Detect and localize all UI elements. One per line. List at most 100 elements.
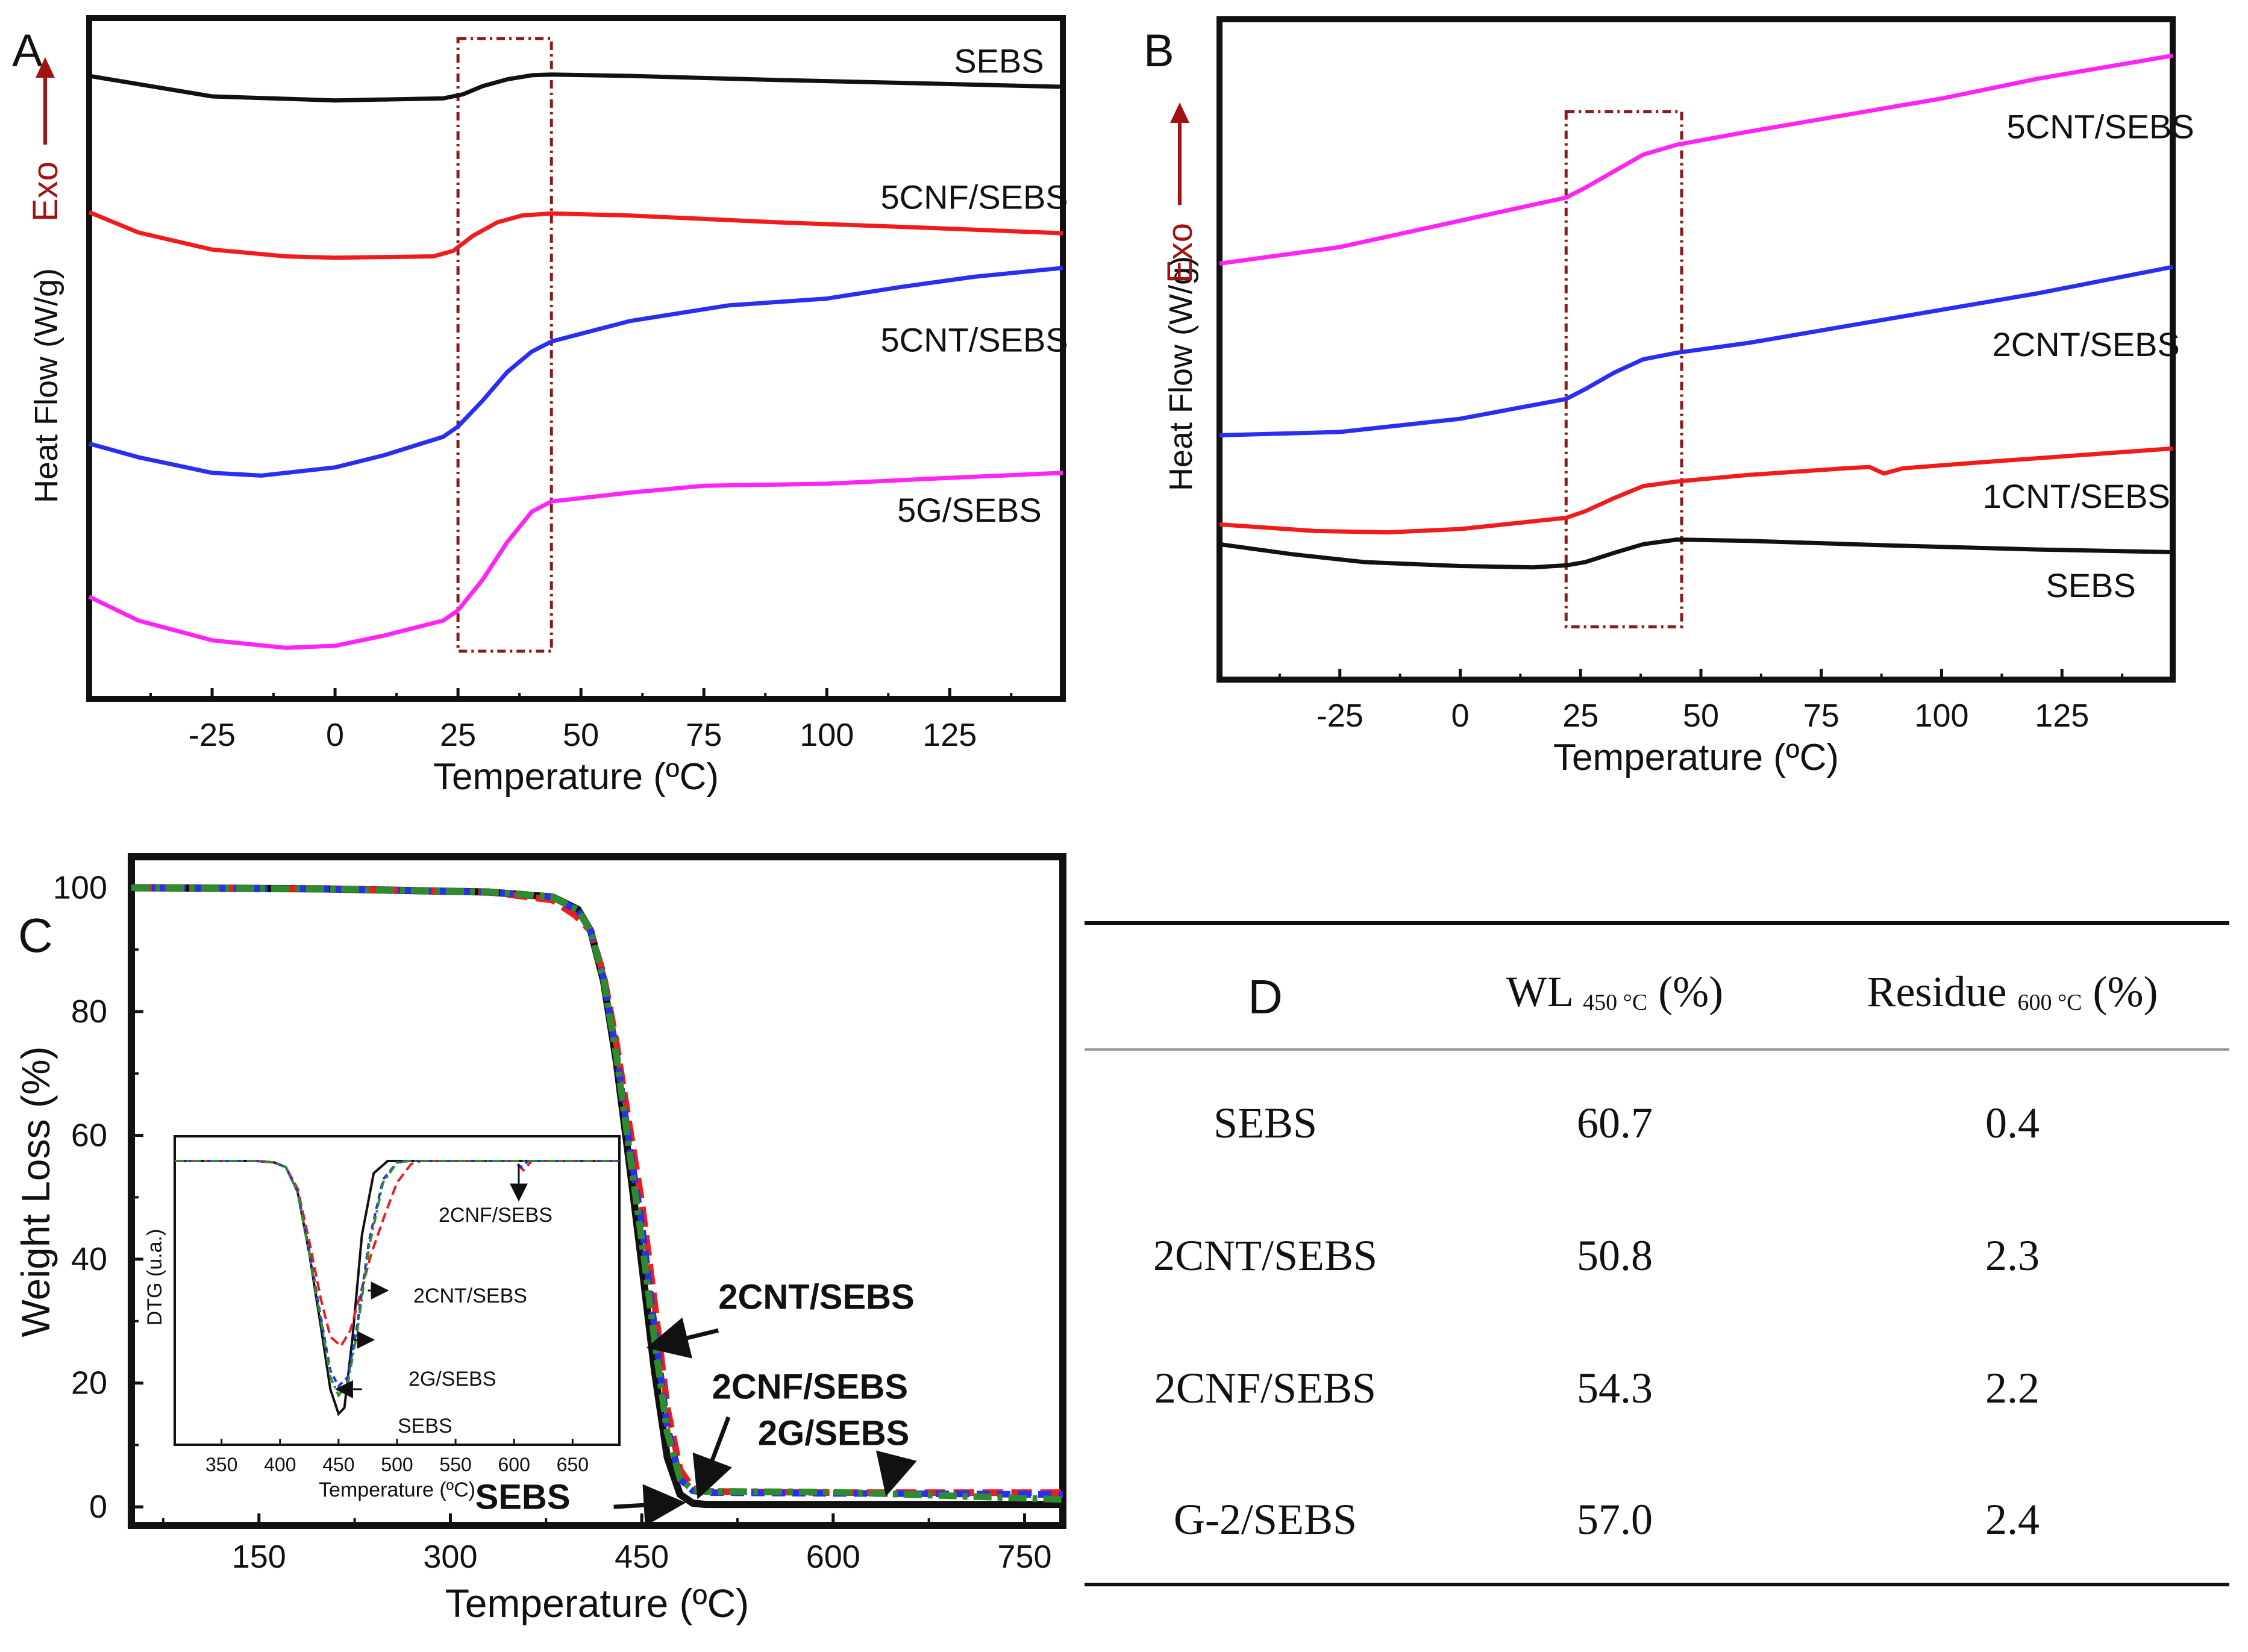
annotation-arrow — [613, 1484, 686, 1527]
x-axis-label: Temperature (ºC) — [433, 756, 719, 798]
inset-x-tick-label: 650 — [557, 1454, 589, 1475]
x-axis-label: Temperature (ºC) — [445, 1581, 750, 1625]
series-line-1cnt-sebs — [1219, 446, 2173, 535]
column-header-space — [1647, 968, 1658, 1016]
column-header-main: WL — [1506, 968, 1572, 1016]
inset-annotation: 2CNT/SEBS — [413, 1284, 527, 1307]
series-line-5cnt-sebs — [89, 266, 1063, 478]
column-header-space — [1572, 968, 1583, 1016]
inset-series-line-2g-sebs — [175, 1160, 619, 1398]
highlight-box — [1564, 110, 1683, 628]
inset-x-axis-label: Temperature (ºC) — [319, 1478, 475, 1501]
x-tick-label: 125 — [922, 717, 977, 753]
x-tick-label: 600 — [806, 1539, 860, 1575]
annotation-arrow — [875, 1450, 917, 1497]
series-label: SEBS — [2046, 566, 2135, 604]
inset-x-tick-label: 600 — [498, 1454, 530, 1475]
series-label: 5CNF/SEBS — [880, 178, 1068, 216]
y-tick-label: 100 — [53, 869, 107, 906]
annotation-label: 2CNT/SEBS — [718, 1277, 915, 1316]
inset-x-tick-label: 400 — [264, 1454, 296, 1475]
column-header-unit: (%) — [1658, 968, 1723, 1016]
x-axis-label: Temperature (ºC) — [1553, 737, 1839, 778]
row-value: 0.4 — [1985, 1099, 2040, 1147]
row-value: 2.4 — [1985, 1495, 2040, 1544]
inset-y-axis-label: DTG (u.a.) — [143, 1229, 166, 1326]
x-tick-label: 75 — [686, 717, 722, 753]
x-tick-label: 750 — [997, 1539, 1051, 1575]
series-label: SEBS — [954, 42, 1044, 80]
x-tick-label: 300 — [423, 1539, 477, 1575]
inset-annotation: 2CNF/SEBS — [439, 1204, 553, 1227]
x-tick-label: 100 — [800, 717, 854, 753]
y-tick-label: 60 — [71, 1118, 107, 1154]
inset-annotation: 2G/SEBS — [409, 1368, 496, 1391]
column-header-main: Residue — [1867, 968, 2007, 1016]
x-tick-label: 25 — [1562, 698, 1598, 734]
x-tick-label: 125 — [2035, 698, 2089, 734]
y-axis-label: Heat Flow (W/g) — [1163, 256, 1199, 491]
column-header-space — [2006, 968, 2017, 1016]
plot-frame — [86, 15, 1066, 702]
exo-label: Exo — [26, 161, 65, 222]
column-header-sub: 450 °C — [1583, 990, 1647, 1015]
x-tick-label: 450 — [615, 1539, 669, 1575]
series-line-sebs — [1219, 537, 2173, 570]
exo-arrow-head — [36, 57, 55, 78]
series-line-sebs — [89, 72, 1063, 103]
annotation-label: 2CNF/SEBS — [712, 1367, 909, 1406]
x-tick-label: 150 — [232, 1539, 286, 1575]
inset-x-tick-label: 350 — [205, 1454, 237, 1475]
y-axis-label: Heat Flow (W/g) — [28, 268, 64, 503]
column-header: Residue 600 °C (%) — [1867, 968, 2158, 1016]
plot-frame — [1216, 16, 2176, 683]
panel-label: C — [18, 909, 53, 962]
x-tick-label: -25 — [1317, 698, 1364, 734]
series-label: 1CNT/SEBS — [1983, 477, 2170, 515]
annotation-label: SEBS — [475, 1477, 571, 1516]
column-header: WL 450 °C (%) — [1506, 968, 1723, 1016]
x-tick-label: 0 — [1451, 698, 1469, 734]
row-value: 2.3 — [1985, 1231, 2040, 1280]
x-tick-label: 100 — [1914, 698, 1968, 734]
column-header-sub: 600 °C — [2017, 990, 2082, 1015]
x-tick-label: -25 — [189, 717, 236, 753]
y-tick-label: 80 — [71, 993, 107, 1030]
series-label: 5G/SEBS — [897, 491, 1042, 529]
panel-label: B — [1144, 25, 1174, 77]
series-line-5g-sebs — [88, 471, 1063, 650]
series-label: 5CNT/SEBS — [2007, 107, 2194, 145]
exo-label: Exo — [1160, 223, 1200, 283]
x-tick-label: 50 — [1683, 698, 1719, 734]
series-line-5cnt-sebs — [1219, 53, 2173, 266]
panel-label: D — [1248, 970, 1283, 1024]
series-line-2cnt-sebs — [1219, 264, 2173, 437]
inset-x-tick-label: 450 — [322, 1454, 354, 1475]
row-value: 60.7 — [1577, 1099, 1653, 1147]
panel-label: A — [12, 25, 43, 77]
inset-x-tick-label: 550 — [439, 1454, 471, 1475]
series-line-5cnf-sebs — [88, 210, 1063, 260]
annotation-arrow — [646, 1317, 719, 1359]
row-sample-name: G-2/SEBS — [1174, 1495, 1357, 1544]
plot-frame — [128, 853, 1066, 1529]
x-tick-label: 0 — [326, 717, 344, 753]
row-sample-name: 2CNF/SEBS — [1154, 1364, 1376, 1412]
annotation-arrow — [692, 1416, 733, 1500]
inset-annotation: SEBS — [398, 1415, 452, 1438]
y-axis-label: Weight Loss (%) — [13, 1047, 58, 1338]
row-value: 54.3 — [1577, 1364, 1653, 1412]
column-header-space — [2082, 968, 2093, 1016]
exo-arrow-head — [1170, 102, 1189, 123]
row-value: 50.8 — [1577, 1231, 1653, 1280]
y-tick-label: 0 — [89, 1489, 107, 1525]
row-value: 57.0 — [1577, 1495, 1653, 1544]
highlight-box — [456, 37, 553, 653]
panel-c: C 150 300 450 600 750 0 20 40 60 80 100 Temperature … — [13, 853, 1066, 1625]
panel-a: A -25 0 25 50 75 100 125 Temperature (ºC) Heat Fl… — [12, 15, 1068, 798]
inset-x-tick-label: 500 — [381, 1454, 413, 1475]
x-tick-label: 25 — [440, 717, 476, 753]
row-sample-name: 2CNT/SEBS — [1153, 1231, 1377, 1280]
x-tick-label: 75 — [1803, 698, 1839, 734]
